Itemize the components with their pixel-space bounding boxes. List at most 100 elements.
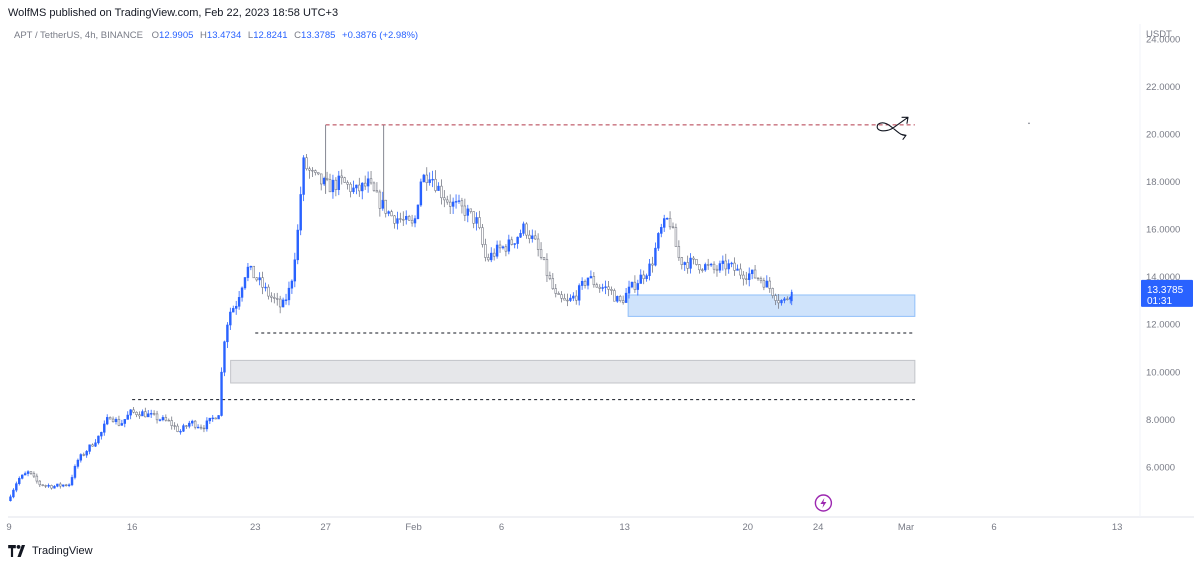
candle [557,293,560,295]
candle [196,426,200,429]
candle [431,178,434,181]
candle [67,484,71,486]
candle [566,299,569,302]
y-tick-label: 10.0000 [1146,367,1180,378]
candle [457,200,461,202]
y-axis-unit: USDT [1146,29,1172,40]
candle [126,414,129,420]
candle [396,218,399,224]
candle [583,280,587,286]
candle [296,229,299,261]
footer-brand[interactable]: TradingView [8,545,93,557]
candle [158,419,162,421]
annotation-dot [1028,122,1030,125]
candle [352,187,355,193]
candle [780,300,783,304]
candle [410,219,414,224]
candle [706,264,710,266]
candle [237,297,241,307]
candle [619,296,622,301]
candle [750,269,754,275]
candle [407,216,411,221]
candle [504,246,508,252]
blue-zone [627,294,916,317]
candle [648,263,651,277]
candle [671,226,675,228]
candle [472,211,475,224]
candle [155,413,159,421]
candle [384,199,387,214]
x-tick-label: 16 [127,522,138,533]
candle [26,471,30,474]
candle [777,300,780,304]
gray-zone [230,359,916,384]
candle [214,417,217,420]
y-tick-label: 16.0000 [1146,225,1180,236]
candle [616,296,619,302]
candle [363,182,367,187]
candle [572,295,575,299]
candle [701,269,704,271]
candle [736,268,739,271]
candle [478,217,481,228]
candle [188,422,191,427]
footer-brand-label: TradingView [32,545,93,557]
candle [308,168,311,171]
candle [252,265,255,279]
candle [463,205,467,216]
candle [273,297,276,299]
candle [164,417,168,421]
candle [305,157,308,170]
candle [762,280,766,288]
candle [745,278,748,280]
candle [38,480,41,486]
price-badge-value: 13.3785 [1147,285,1184,296]
legend-open: 12.9905 [159,30,194,41]
candle [522,223,525,234]
candle [551,278,555,289]
candle [82,454,85,456]
candle [88,444,91,452]
candle [630,281,634,288]
candle [302,157,305,195]
candle [443,197,446,201]
candle [683,262,686,265]
candle [487,257,490,261]
candle [208,417,212,422]
candle [193,420,197,428]
price-badge [1141,279,1193,307]
candle [202,427,206,430]
candle [23,473,27,476]
candle [413,218,417,224]
candle [654,247,657,266]
candle [50,485,53,489]
x-tick-label: 27 [320,522,331,533]
candle [545,259,549,276]
candle [311,169,314,172]
candle [689,257,692,269]
legend-open-label: O [151,30,160,41]
candle [715,268,719,271]
candle [613,290,616,302]
candle [317,172,320,175]
candle [44,485,47,487]
candle [135,411,138,415]
candle [680,257,684,265]
candle [226,324,229,343]
candle [674,227,678,247]
candle [41,484,44,486]
candle [598,286,601,289]
candle [580,280,584,286]
x-tick-label: 6 [991,522,996,533]
candle [123,419,127,424]
candle [774,295,777,301]
candle [387,211,390,214]
candle [111,418,115,423]
candle [627,286,631,294]
candle [695,258,698,265]
candle [355,184,358,189]
x-tick-label: 23 [250,522,261,533]
candle [534,235,537,240]
candle [692,257,695,260]
